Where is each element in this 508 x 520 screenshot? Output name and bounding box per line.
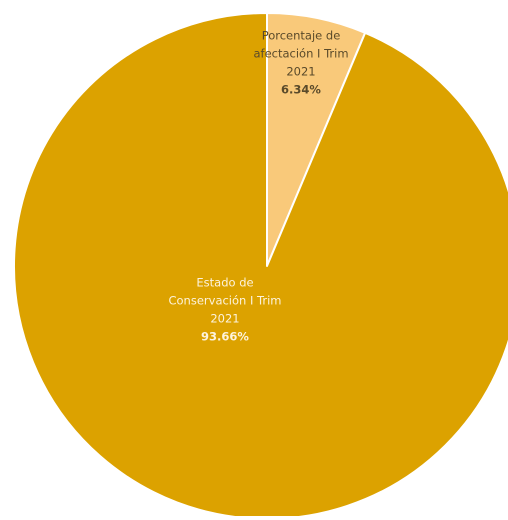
slice-value-label: 6.34% [281, 83, 321, 97]
labels-layer: Porcentaje de afectación I Trim 2021 6.34% E… [168, 29, 348, 344]
pie-slice-estado-de-conservacion-i-trim-2021 [13, 12, 508, 520]
slice-category-label: 2021 [286, 65, 315, 79]
slice-label-porcentaje-de-afectacion-i-trim-2021: Porcentaje de afectación I Trim 2021 6.34% [253, 29, 348, 97]
slice-value-label: 93.66% [201, 330, 249, 344]
slice-category-label: Conservación I Trim [168, 294, 281, 308]
slice-category-label: 2021 [210, 312, 239, 326]
slice-category-label: Estado de [196, 276, 253, 290]
slice-category-label: Porcentaje de [262, 29, 341, 43]
slices-layer [13, 12, 508, 520]
slice-label-estado-de-conservacion-i-trim-2021: Estado de Conservación I Trim 2021 93.66% [168, 276, 281, 344]
slice-category-label: afectación I Trim [253, 47, 348, 61]
